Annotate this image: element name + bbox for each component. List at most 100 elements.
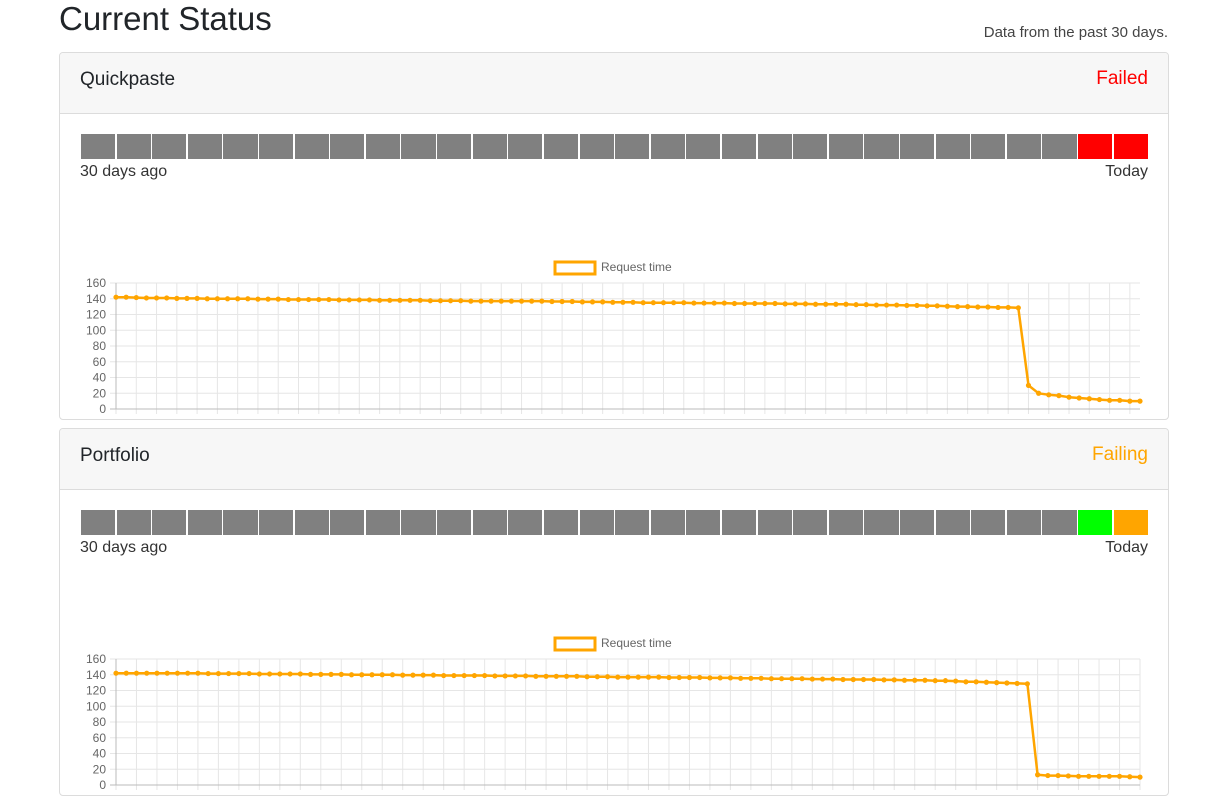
data-point — [529, 298, 535, 304]
data-point — [410, 672, 416, 678]
day-status-cell — [543, 134, 579, 159]
data-point — [1117, 397, 1123, 403]
data-point — [468, 298, 474, 304]
data-point — [681, 300, 687, 306]
data-point — [133, 294, 139, 301]
data-point — [488, 298, 494, 304]
service-status-badge: Failing — [1092, 444, 1148, 465]
data-point — [873, 302, 879, 308]
day-status-cell — [650, 510, 685, 535]
day-status-cell — [793, 134, 828, 159]
y-tick-label: 140 — [86, 668, 106, 682]
day-status-cell — [472, 510, 507, 535]
data-point — [377, 297, 383, 303]
data-point — [686, 674, 693, 681]
day-status-cell — [900, 510, 935, 535]
data-point — [843, 301, 849, 307]
day-status-cell — [543, 510, 579, 535]
y-tick-label: 60 — [93, 355, 107, 369]
data-point — [762, 300, 768, 307]
day-status-cell — [579, 510, 614, 535]
data-point — [860, 676, 867, 683]
day-status-cell — [187, 134, 222, 159]
data-point — [498, 298, 504, 304]
data-point — [985, 304, 991, 310]
data-point — [245, 296, 251, 302]
data-point — [752, 300, 758, 307]
request-time-chart: Request time0204060801001201401601077211… — [86, 260, 1143, 415]
data-point — [1005, 304, 1011, 311]
data-point — [518, 298, 525, 304]
chart-grid — [110, 658, 1141, 790]
data-point — [671, 300, 677, 306]
data-point — [204, 296, 210, 302]
day-status-cell — [1113, 510, 1148, 535]
data-point — [789, 676, 795, 682]
data-point — [924, 303, 930, 309]
data-point — [656, 674, 662, 680]
day-status-cell — [971, 134, 1006, 159]
data-point — [297, 671, 303, 677]
data-point — [569, 298, 575, 305]
data-point — [336, 297, 342, 303]
data-point — [236, 670, 242, 677]
data-point — [471, 672, 477, 679]
day-status-cell — [1078, 510, 1113, 535]
day-status-cell — [864, 510, 899, 535]
data-point — [224, 296, 231, 302]
data-point — [369, 672, 375, 678]
day-status-cell — [1006, 134, 1041, 159]
data-point — [1086, 773, 1092, 779]
data-point — [792, 301, 798, 307]
data-point — [1014, 680, 1020, 687]
data-point — [871, 676, 877, 683]
data-point — [944, 303, 950, 309]
data-point — [809, 676, 815, 682]
data-point — [195, 670, 201, 676]
data-point — [645, 674, 652, 680]
data-point — [1036, 390, 1042, 396]
data-point — [307, 671, 314, 677]
data-point — [707, 675, 713, 681]
data-point — [133, 670, 140, 676]
data-point — [738, 675, 744, 681]
data-point — [1024, 681, 1030, 687]
day-status-cell — [152, 134, 187, 159]
data-point — [123, 670, 129, 676]
day-status-cell — [508, 510, 543, 535]
data-point — [512, 673, 518, 679]
data-point — [400, 672, 406, 678]
range-start-label: 30 days ago — [80, 163, 168, 180]
data-point — [963, 679, 969, 685]
y-tick-label: 120 — [86, 684, 106, 698]
data-point — [184, 295, 190, 301]
data-point — [782, 301, 788, 307]
data-point — [1075, 773, 1082, 779]
data-point — [721, 300, 727, 306]
data-point — [523, 673, 529, 679]
data-point — [153, 295, 160, 301]
data-point — [802, 301, 809, 307]
data-point — [995, 304, 1001, 311]
data-point — [625, 674, 631, 680]
data-point — [942, 678, 949, 684]
day-status-cell — [757, 510, 792, 535]
y-tick-label: 100 — [86, 323, 106, 337]
data-point — [1096, 396, 1103, 403]
day-status-cell — [437, 510, 472, 535]
day-status-cell — [152, 510, 187, 535]
day-status-cell — [828, 134, 863, 159]
data-point — [255, 296, 261, 302]
day-status-cell — [365, 510, 400, 535]
data-point — [407, 297, 413, 303]
data-point — [265, 296, 271, 302]
data-point — [441, 672, 447, 679]
data-point — [397, 297, 403, 303]
data-point — [275, 296, 281, 302]
data-point — [823, 301, 829, 307]
day-status-cell — [437, 134, 472, 159]
data-point — [113, 294, 119, 300]
day-status-cell — [81, 510, 116, 535]
range-start-label: 30 days ago — [80, 539, 168, 556]
y-tick-label: 140 — [86, 292, 106, 306]
